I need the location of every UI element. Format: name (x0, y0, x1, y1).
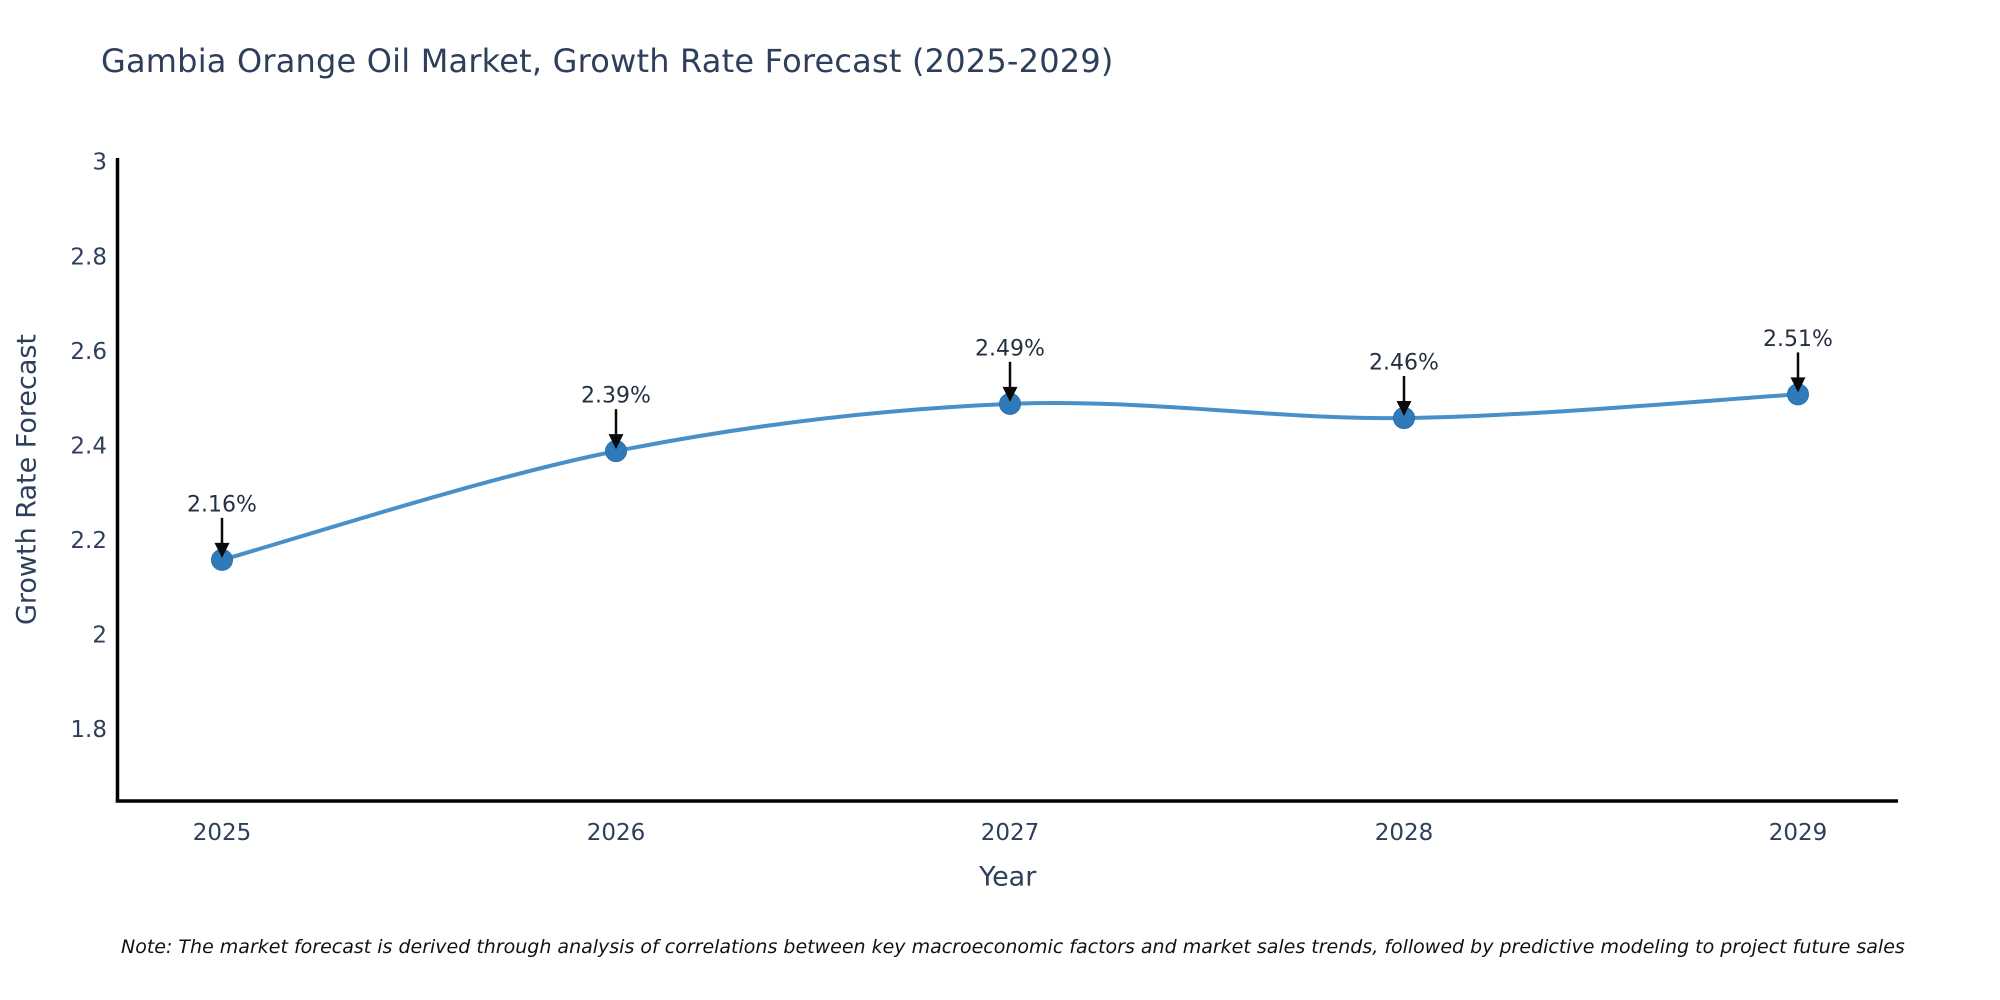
y-tick-label: 2 (92, 623, 107, 649)
series-line (220, 392, 1800, 562)
annotation-arrowhead (1790, 377, 1806, 393)
point-annotation-label: 2.51% (1763, 327, 1833, 352)
annotation-arrowhead (1396, 401, 1412, 417)
y-tick-label: 2.2 (70, 528, 107, 554)
y-tick-label: 2.8 (70, 244, 107, 270)
x-tick-label: 2025 (193, 820, 252, 846)
point-annotation-label: 2.16% (187, 492, 257, 517)
y-tick-label: 1.8 (70, 717, 107, 743)
x-tick-label: 2029 (1769, 820, 1828, 846)
point-annotation-label: 2.46% (1369, 351, 1439, 376)
y-tick-label: 3 (92, 150, 107, 176)
annotation-arrowhead (1002, 386, 1018, 402)
x-tick-label: 2026 (587, 820, 646, 846)
x-axis-title: Year (978, 862, 1037, 893)
x-tick-label: 2028 (1375, 820, 1434, 846)
point-annotation-label: 2.49% (975, 336, 1045, 361)
y-tick-label: 2.6 (70, 339, 107, 365)
chart-title: Gambia Orange Oil Market, Growth Rate Fo… (101, 42, 1114, 80)
point-annotation-label: 2.39% (581, 384, 651, 409)
x-tick-label: 2027 (981, 820, 1040, 846)
footnote-text: Note: The market forecast is derived thr… (121, 936, 1905, 958)
annotation-arrowhead (214, 542, 230, 558)
y-tick-label: 2.4 (70, 433, 107, 459)
annotation-arrowhead (608, 434, 624, 450)
y-axis-title: Growth Rate Forecast (12, 334, 43, 625)
